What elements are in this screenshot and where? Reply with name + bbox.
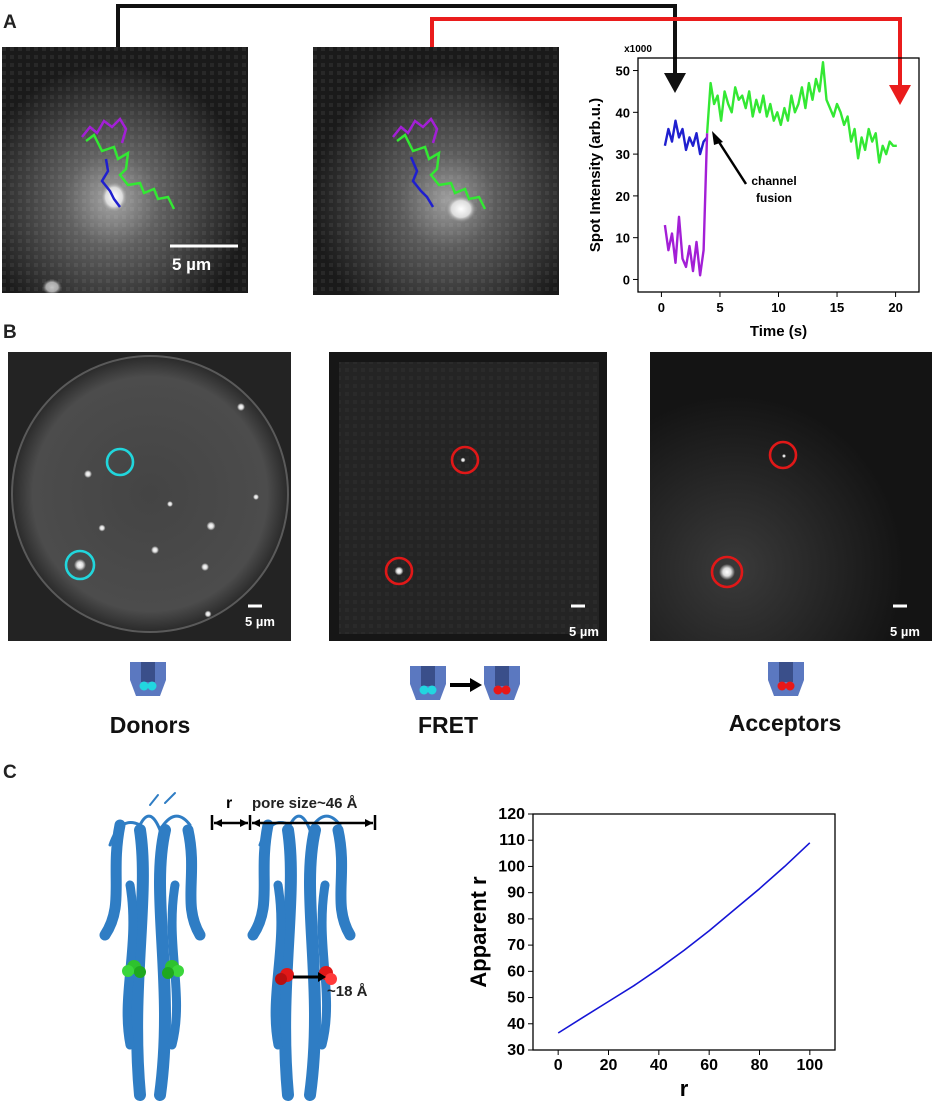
- purple-track: [392, 116, 439, 144]
- blue-track: [100, 158, 121, 208]
- red-arrowhead: [889, 85, 911, 105]
- y-axis-label: Spot Intensity (arb.u.): [587, 98, 604, 252]
- x-tick-label: 40: [650, 1057, 668, 1074]
- x-tick-label: 80: [751, 1057, 769, 1074]
- y-tick-label: 90: [507, 885, 525, 902]
- apparent-r-chart: 0 20 40 60 80 100 30 40 50 60 70 80 90 100 110 120 r Appa…: [466, 806, 836, 1101]
- plot-frame: [532, 813, 836, 1051]
- r-label: r: [226, 795, 233, 812]
- acceptors-caption: Acceptors: [728, 710, 842, 736]
- donor-channel-icon: [130, 662, 166, 696]
- channel-icons: [130, 662, 804, 700]
- y-multiplier-label: x1000: [624, 44, 652, 55]
- green-track: [85, 133, 176, 210]
- scale-bar-label: 5 µm: [569, 624, 599, 639]
- green-residues: [122, 960, 184, 979]
- black-arrowhead: [664, 73, 686, 93]
- black-connector: [116, 4, 677, 75]
- y-tick-label: 50: [507, 990, 525, 1007]
- cell-outline: [11, 355, 289, 633]
- x-tick-label: 20: [600, 1057, 618, 1074]
- track-image-1: 5 µm: [2, 47, 248, 293]
- y-tick-label: 80: [507, 911, 525, 928]
- connector-arrows: [116, 4, 911, 105]
- red-connector: [430, 17, 902, 87]
- x-tick-label: 5: [716, 300, 723, 315]
- series-line: [663, 133, 709, 277]
- y-tick-label: 10: [616, 231, 630, 246]
- y-axis-label: Apparent r: [466, 876, 491, 988]
- series-line: [705, 61, 897, 164]
- track-image-2: [313, 47, 559, 295]
- y-tick-label: 100: [498, 858, 525, 875]
- annotation-arrow: [715, 138, 748, 185]
- y-tick-label: 50: [616, 64, 630, 79]
- donors-image: 5 µm: [8, 352, 291, 641]
- y-tick-label: 30: [507, 1042, 525, 1059]
- x-axis-label: Time (s): [750, 323, 807, 340]
- acceptor-highlight-circle: [710, 555, 744, 589]
- fret-highlight-circle: [450, 445, 480, 475]
- scale-bar-label: 5 µm: [245, 614, 275, 629]
- track-image-2-svg: [313, 47, 559, 295]
- annotation-arrowhead: [712, 131, 723, 145]
- donor-highlight-circle: [64, 549, 96, 581]
- series-line: [663, 119, 709, 156]
- track-image-1-svg: [2, 47, 248, 293]
- y-tick-label: 40: [616, 105, 630, 120]
- scale-bar-label: 5 µm: [890, 624, 920, 639]
- pore-size-label: pore size~46 Å: [252, 795, 358, 812]
- fluorescent-spot: [445, 195, 477, 223]
- fret-image: 5 µm: [329, 352, 607, 641]
- y-tick-label: 30: [616, 147, 630, 162]
- x-tick-label: 60: [700, 1057, 718, 1074]
- series-line: [557, 842, 811, 1034]
- y-tick-label: 120: [498, 806, 525, 823]
- annotation-line2: fusion: [756, 191, 792, 205]
- donor-highlight-circle: [105, 447, 135, 477]
- green-track: [396, 133, 487, 210]
- y-tick-label: 110: [499, 832, 525, 849]
- intensity-chart: 0 5 10 15 20 0 10 20 30 40 50 Time (s) Spot Intensit…: [587, 44, 920, 340]
- scale-bar-label: 5 µm: [172, 255, 212, 274]
- y-tick-label: 0: [623, 272, 630, 287]
- panel-label-a: A: [3, 12, 17, 33]
- donors-image-svg: [8, 352, 291, 641]
- annotation-line1: channel: [751, 174, 796, 188]
- distance-label: ~18 Å: [327, 983, 368, 1000]
- acceptor-channel-icon: [768, 662, 804, 696]
- channel-structure: [99, 792, 377, 1101]
- x-tick-label: 15: [830, 300, 844, 315]
- y-tick-label: 60: [507, 963, 525, 980]
- x-tick-label: 0: [658, 300, 665, 315]
- protein-ribbon-right: [247, 814, 356, 1101]
- y-tick-label: 70: [507, 937, 525, 954]
- x-tick-label: 100: [796, 1057, 823, 1074]
- acceptors-image: 5 µm: [650, 352, 932, 641]
- fret-caption: FRET: [417, 712, 479, 738]
- panel-label-b: B: [3, 322, 17, 343]
- fret-highlight-circle: [384, 556, 414, 586]
- fret-donor-channel-icon: [410, 666, 446, 700]
- protein-ribbon-left: [99, 792, 206, 1101]
- acceptors-image-svg: [650, 352, 932, 641]
- purple-track: [81, 116, 128, 144]
- fret-acceptor-channel-icon: [484, 666, 520, 700]
- y-tick-label: 20: [616, 189, 630, 204]
- donors-caption: Donors: [109, 712, 191, 738]
- x-axis-label: r: [680, 1076, 689, 1101]
- x-tick-label: 20: [888, 300, 902, 315]
- x-tick-label: 10: [771, 300, 785, 315]
- y-tick-label: 40: [507, 1016, 525, 1033]
- panel-label-c: C: [3, 762, 17, 783]
- x-tick-label: 0: [554, 1057, 563, 1074]
- blue-track: [409, 156, 435, 208]
- acceptor-highlight-circle: [768, 440, 798, 470]
- fret-image-svg: [329, 352, 607, 641]
